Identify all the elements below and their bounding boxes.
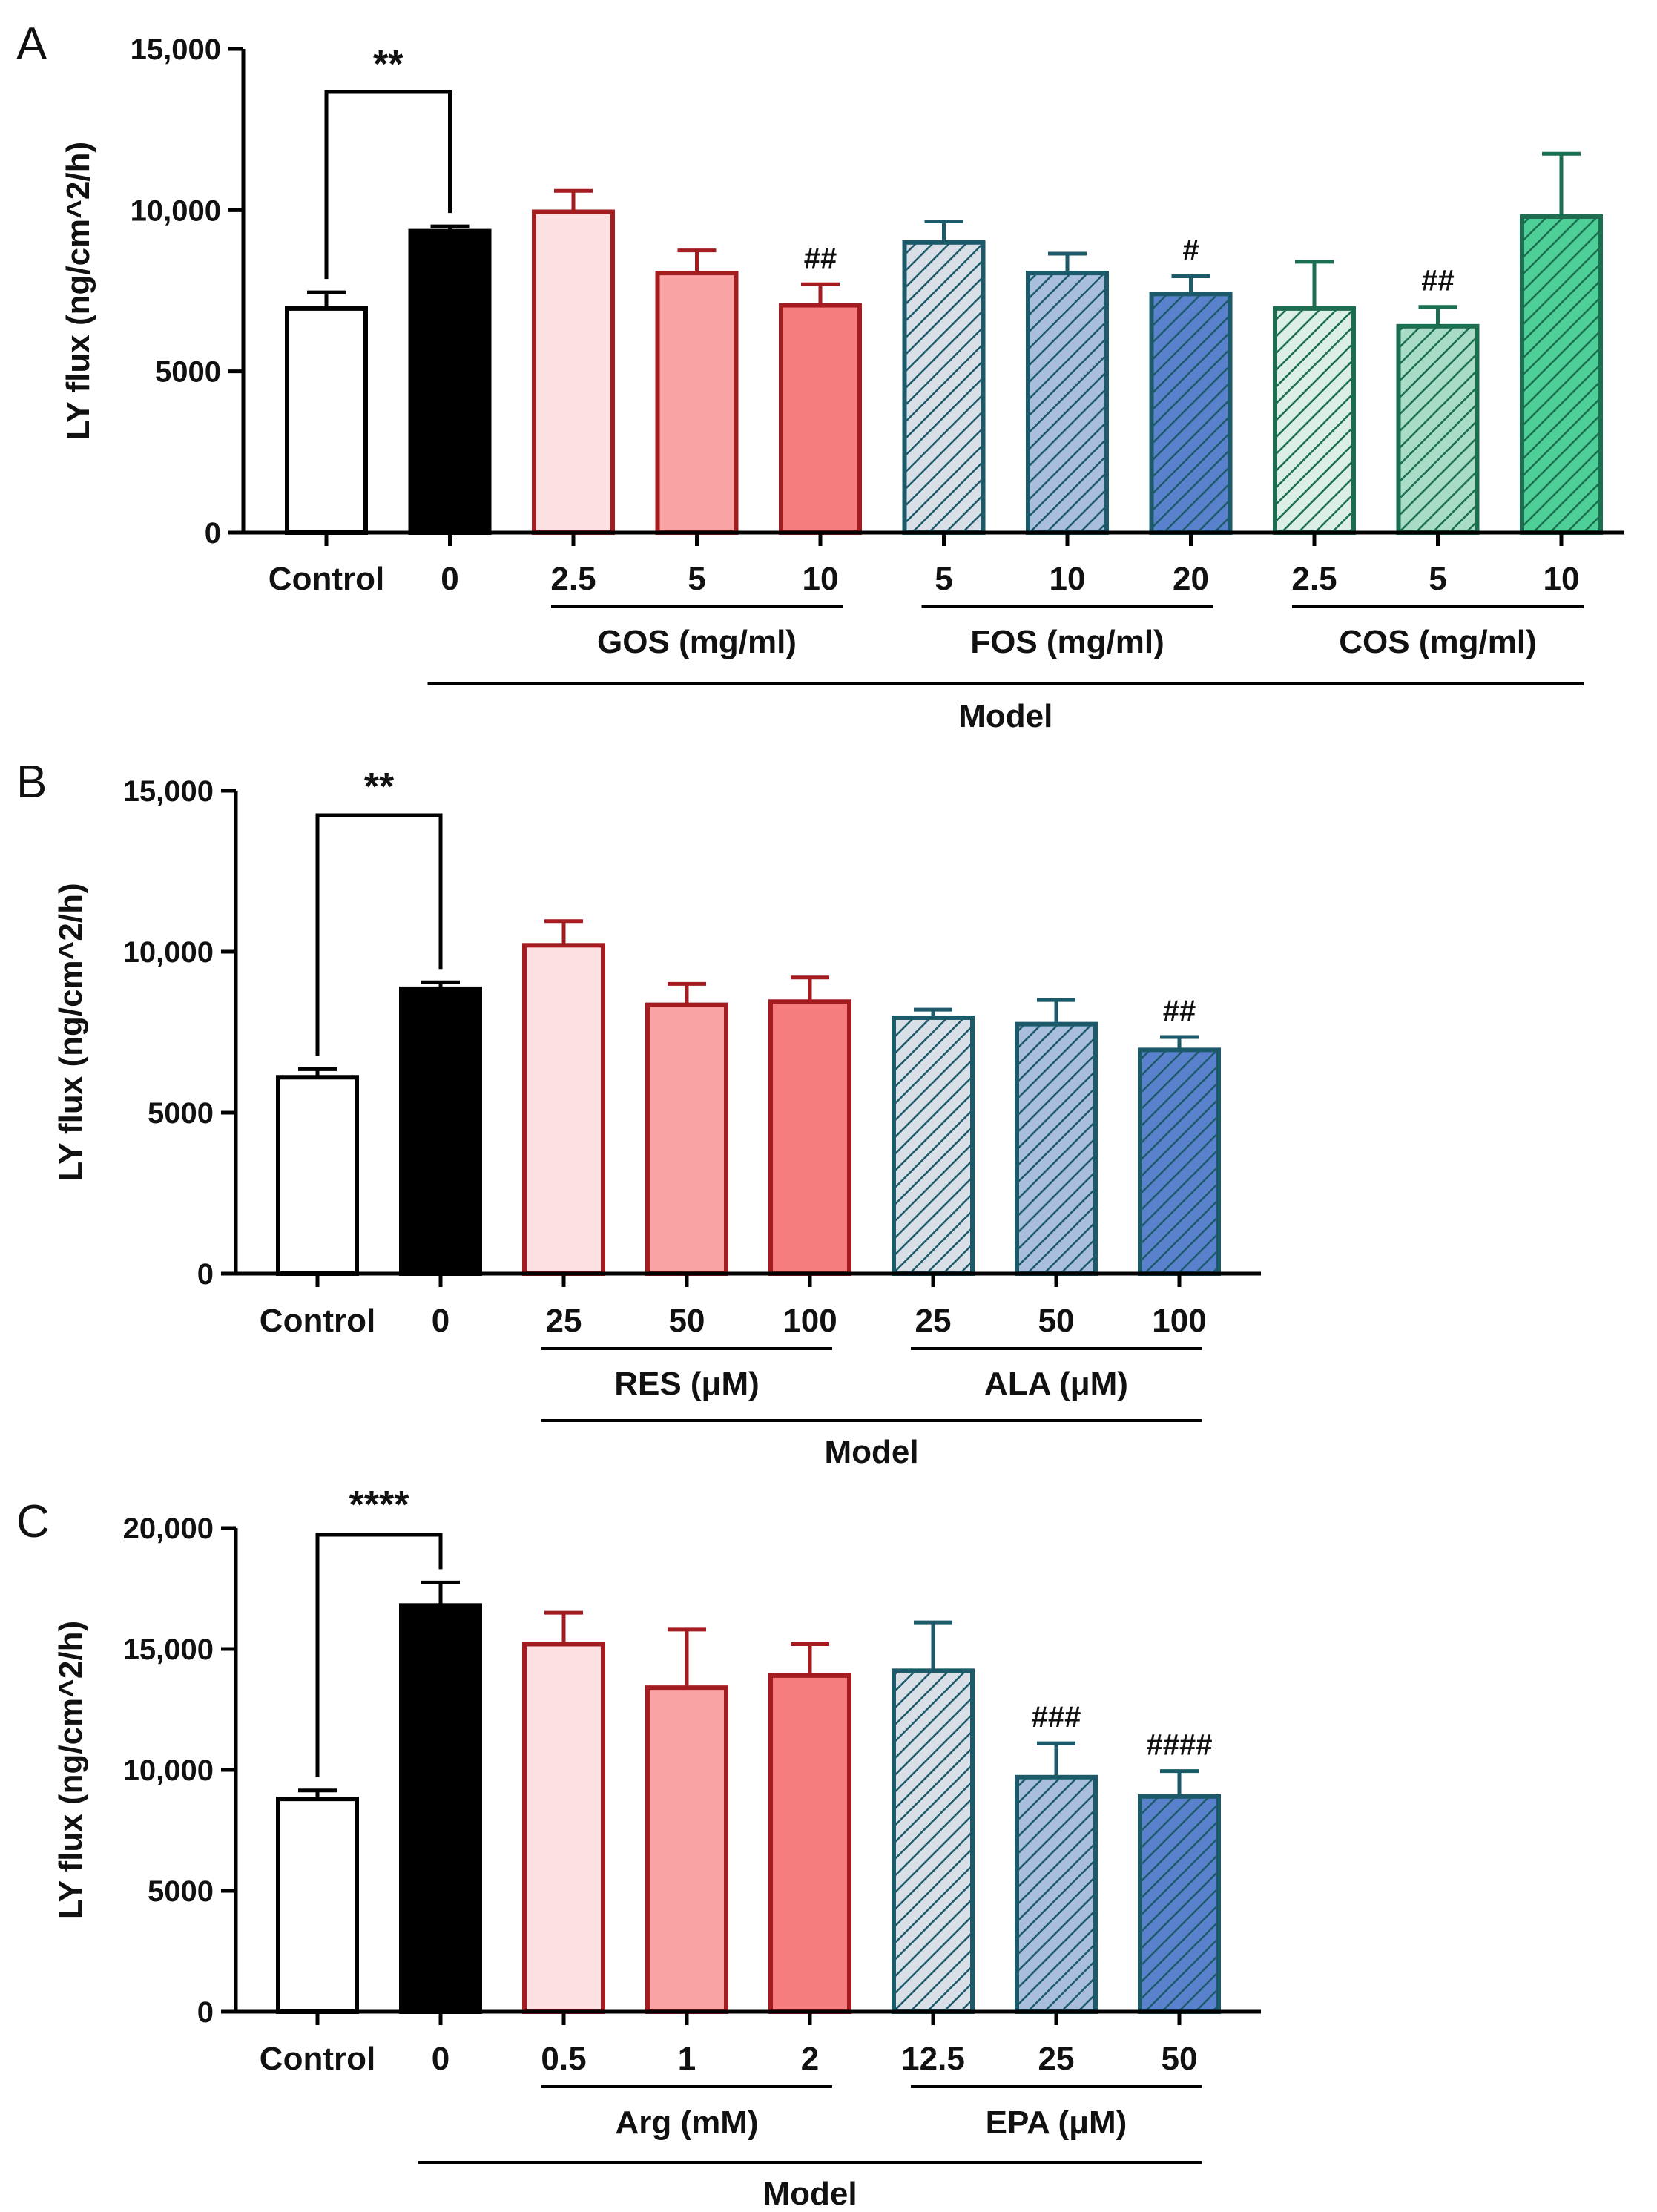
x-tick-label: 0.5 [541,2041,586,2077]
bar [532,209,615,535]
bar [522,943,605,1276]
bar [645,1685,728,2014]
model-label: Model [762,2176,857,2212]
significance-stars: ** [364,766,395,809]
significance-hash: ## [804,242,837,274]
bar [1015,1774,1098,2015]
group-label: ALA (μM) [984,1366,1128,1402]
bar [522,1642,605,2014]
x-tick-label: 50 [1162,2041,1198,2077]
y-axis-label: LY flux (ng/cm^2/h) [53,1621,89,1919]
x-tick-label: 10 [1544,561,1580,597]
panel-c: C 0 5000 10,000 15,000 20,000 LY flux (ng/cm^2… [16,1484,1261,2212]
y-tick-label: 5000 [155,356,221,389]
group-label: COS (mg/ml) [1339,624,1536,660]
bar [902,240,986,535]
y-tick-label: 10,000 [123,1754,214,1787]
significance-hash: # [1182,234,1199,266]
y-tick-label: 0 [197,1258,214,1291]
bar [399,986,482,1277]
y-axis-label: LY flux (ng/cm^2/h) [53,883,89,1181]
x-tick-label: 10 [1050,561,1086,597]
y-tick-label: 15,000 [123,775,214,808]
x-tick-label: 25 [1038,2041,1075,2077]
y-tick-label: 5000 [148,1875,214,1908]
bar [276,1075,359,1276]
bar [768,999,851,1277]
x-tick-label: 0 [432,1303,449,1339]
y-tick-label: 10,000 [131,194,221,227]
significance-bracket [315,1533,443,1777]
bar [1396,323,1480,535]
bar [1273,306,1356,535]
y-tick-label: 15,000 [131,33,221,66]
bar [285,306,368,535]
bar [779,303,862,535]
x-tick-label: 5 [688,561,705,597]
group-label: Arg (mM) [615,2104,758,2141]
x-tick-label: 20 [1173,561,1209,597]
x-tick-label: Control [260,2041,375,2077]
panel-b: B 0 5000 10,000 15,000 LY flux (ng/cm^2/h) Con… [16,757,1261,1470]
model-label: Model [824,1434,918,1470]
bar [1026,271,1109,535]
group-label: GOS (mg/ml) [597,624,797,660]
significance-hash: ## [1163,995,1196,1027]
panel-letter: B [16,757,47,808]
x-tick-label: 10 [803,561,839,597]
significance-hash: ### [1032,1701,1081,1734]
bar [892,1668,975,2015]
x-tick-label: 0 [432,2041,449,2077]
significance-bracket [315,813,443,1056]
y-tick-label: 10,000 [123,936,214,969]
model-label: Model [958,698,1052,734]
x-tick-label: 50 [669,1303,705,1339]
bar [655,271,739,535]
x-tick-label: 100 [783,1303,837,1339]
group-label: EPA (μM) [986,2104,1127,2141]
x-tick-label: 50 [1038,1303,1075,1339]
significance-hash: ## [1421,265,1455,297]
bar [1138,1794,1221,2015]
panel-letter: C [16,1496,50,1547]
group-label: FOS (mg/ml) [970,624,1164,660]
bar [399,1603,482,2015]
x-tick-label: 5 [935,561,952,597]
bar [768,1673,851,2015]
x-tick-label: 25 [915,1303,952,1339]
y-tick-label: 0 [197,1996,214,2029]
x-tick-label: 2.5 [1291,561,1337,597]
y-tick-label: 5000 [148,1097,214,1130]
x-tick-label: Control [260,1303,375,1339]
y-tick-label: 15,000 [123,1633,214,1666]
bar [892,1015,975,1276]
x-tick-label: 100 [1152,1303,1206,1339]
x-tick-label: 0 [441,561,458,597]
group-label: RES (μM) [614,1366,760,1402]
bar [1520,214,1603,535]
bar [1015,1021,1098,1277]
bar [1149,292,1233,535]
bar [645,1002,728,1276]
panel-letter: A [16,19,47,70]
x-tick-label: 25 [546,1303,582,1339]
x-tick-label: 12.5 [901,2041,965,2077]
significance-hash: #### [1147,1729,1213,1762]
panel-a: A 0 5000 10,000 15,000 LY flux (ng/cm^2/h) Con… [16,19,1624,734]
bar [1138,1047,1221,1276]
x-tick-label: 5 [1429,561,1446,597]
x-tick-label: 2 [801,2041,819,2077]
y-axis-label: LY flux (ng/cm^2/h) [60,142,96,440]
significance-stars: ** [373,43,403,86]
y-tick-label: 20,000 [123,1512,214,1545]
significance-bracket [324,90,452,280]
significance-stars: **** [349,1484,410,1527]
bar [408,228,492,535]
y-tick-label: 0 [205,517,221,550]
bar [276,1797,359,2015]
x-tick-label: 2.5 [550,561,596,597]
x-tick-label: Control [269,561,384,597]
x-tick-label: 1 [678,2041,696,2077]
